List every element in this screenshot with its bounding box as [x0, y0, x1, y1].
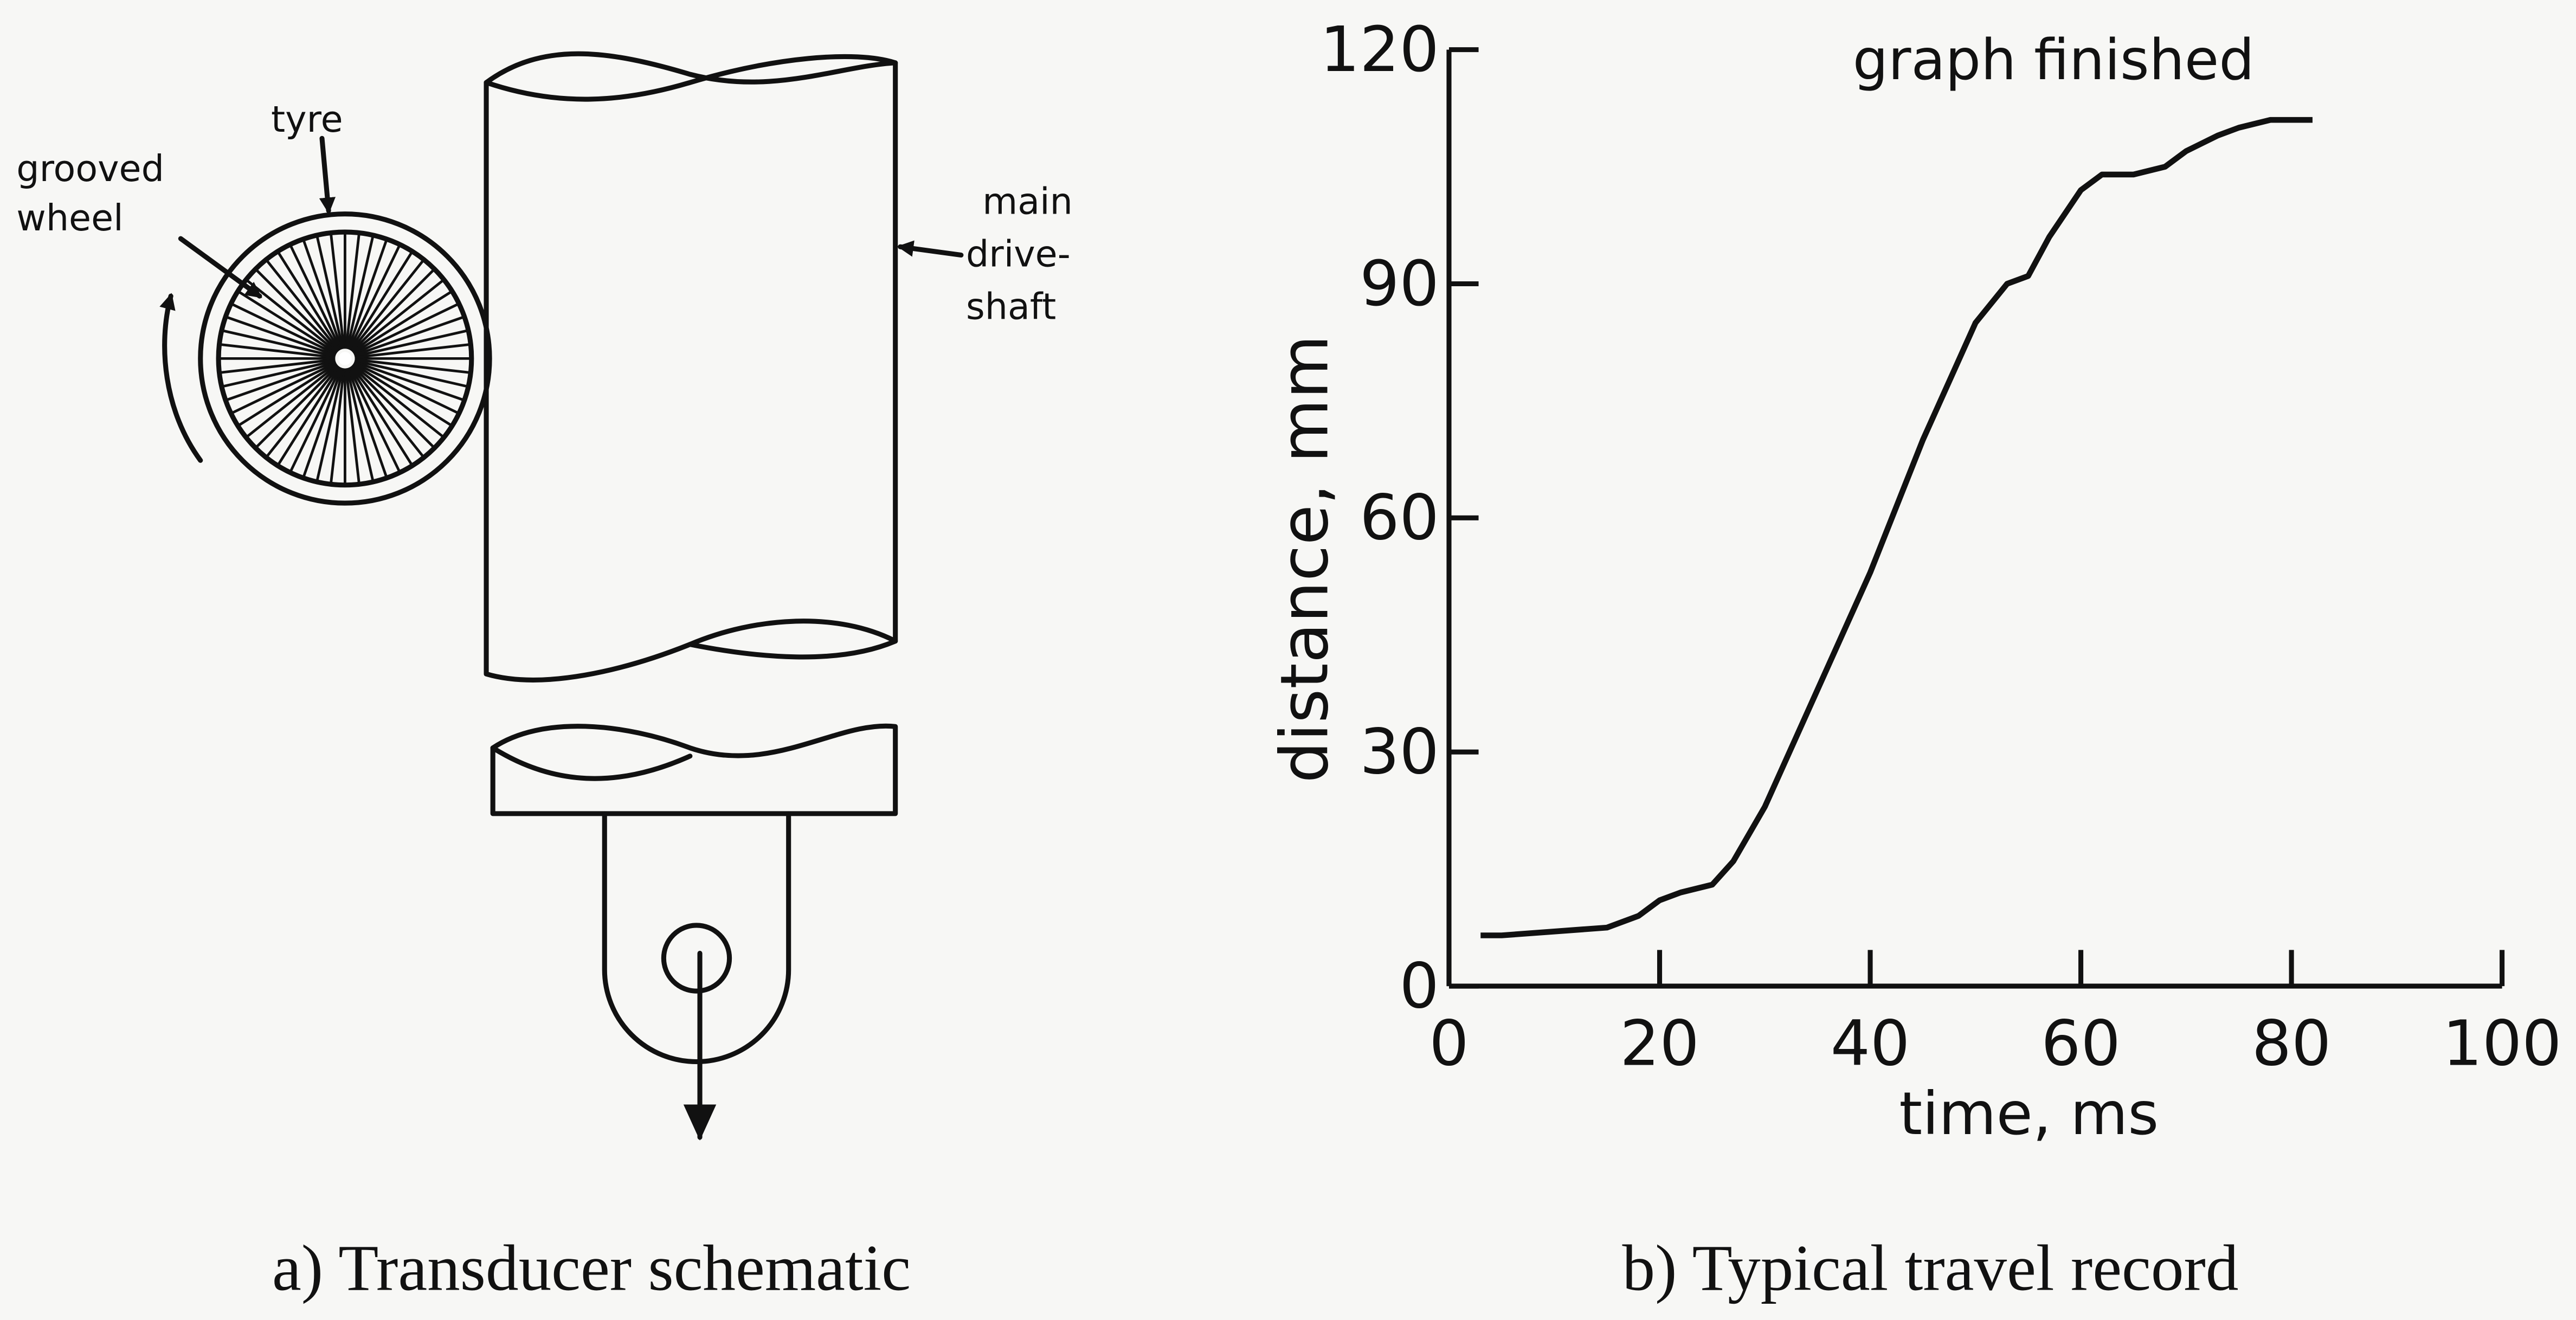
shaft-bottom-edge: [687, 639, 898, 660]
y-tick-label: 120: [1320, 14, 1439, 86]
x-tick-label: 20: [1620, 1008, 1699, 1080]
spoke: [329, 233, 345, 349]
spoke: [345, 233, 360, 349]
shaft-top-edge: [484, 54, 898, 102]
spoke: [302, 239, 343, 350]
spoke: [353, 315, 465, 357]
schematic: tyre grooved wheel main drive- shaft a) …: [16, 51, 1073, 1305]
spoke: [219, 358, 336, 374]
tyre: [198, 211, 492, 506]
y-tick-label: 90: [1360, 248, 1439, 320]
shaft-upper: [484, 51, 898, 682]
y-axis-label: distance, mm: [1266, 335, 1343, 783]
tyre-pointer: [319, 136, 336, 214]
spoke: [348, 244, 401, 351]
spoke: [276, 250, 341, 351]
spoke: [225, 315, 337, 357]
x-tick-label: 40: [1831, 1008, 1910, 1080]
x-tick-label: 80: [2252, 1008, 2332, 1080]
y-tick-label: 30: [1360, 716, 1439, 789]
x-tick-label: 100: [2443, 1008, 2562, 1080]
spoke: [245, 363, 338, 439]
spoke: [348, 366, 401, 473]
caption: a) Transducer schematic: [272, 1232, 911, 1305]
x-tick-label: 0: [1429, 1008, 1469, 1080]
label: shaft: [966, 286, 1056, 328]
shaft-pointer: [897, 240, 964, 258]
label: wheel: [16, 197, 123, 239]
x-tick-label: 60: [2041, 1008, 2121, 1080]
spoke: [352, 363, 445, 439]
data-line: [1480, 117, 2313, 938]
spoke: [254, 268, 339, 353]
spoke: [352, 363, 453, 427]
spoke: [265, 259, 340, 352]
annotation: graph finished: [1853, 28, 2255, 93]
spoke: [315, 235, 344, 350]
chart: graph finished time, ms distance, mm b) …: [1266, 14, 2562, 1305]
spoke: [352, 278, 445, 353]
spoke: [347, 239, 388, 350]
spoke: [225, 360, 337, 402]
spoke: [349, 366, 414, 467]
spoke: [353, 360, 465, 402]
hub: [338, 352, 352, 365]
spoke: [221, 359, 336, 388]
shaft-lower: [490, 723, 898, 816]
spoke: [345, 368, 360, 485]
spoke: [353, 362, 460, 415]
spoke: [288, 366, 342, 473]
spoke: [354, 359, 469, 388]
spoke: [353, 302, 460, 356]
spoke: [219, 343, 336, 359]
spoke: [288, 244, 342, 351]
shaft-lower-edge: [490, 745, 693, 781]
label: drive-: [966, 233, 1071, 275]
spoke: [315, 368, 344, 482]
spokes: [218, 232, 472, 485]
caption: b) Typical travel record: [1622, 1232, 2238, 1305]
y-tick-label: 0: [1400, 950, 1439, 1022]
spoke: [237, 363, 338, 427]
spoke: [349, 250, 414, 351]
spoke: [302, 367, 343, 479]
pin: [661, 923, 732, 994]
spoke: [230, 362, 337, 415]
label: tyre: [271, 98, 343, 140]
spoke: [354, 329, 469, 358]
label: main: [982, 181, 1073, 223]
spoke: [347, 367, 388, 479]
spoke: [351, 268, 436, 353]
spoke: [355, 358, 471, 374]
spoke: [237, 290, 338, 355]
wheel-pointer: [178, 236, 262, 299]
spoke: [329, 368, 345, 485]
spoke: [230, 302, 337, 356]
spoke: [346, 235, 375, 350]
label: grooved: [16, 147, 164, 190]
spoke: [254, 364, 339, 449]
spoke: [351, 364, 436, 449]
spoke: [265, 365, 340, 459]
spoke: [346, 368, 375, 482]
spoke: [352, 290, 453, 355]
clevis: [602, 811, 791, 1065]
spoke: [276, 366, 341, 467]
spoke: [350, 259, 425, 352]
spoke: [355, 343, 471, 359]
spoke: [221, 329, 336, 358]
y-tick-label: 60: [1360, 482, 1439, 555]
x-axis-label: time, ms: [1899, 1079, 2159, 1148]
rotation-arrow: [159, 293, 203, 463]
spoke: [350, 365, 425, 459]
